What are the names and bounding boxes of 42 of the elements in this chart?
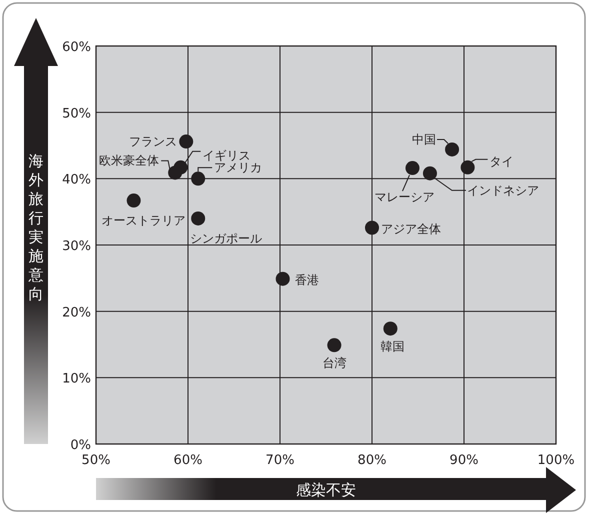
y-tick-label: 60% [62,40,91,55]
annotation: アメリカ [214,160,262,175]
annotation: インドネシア [466,183,539,198]
y-tick-label: 0% [70,438,91,453]
y-tick-label: 20% [62,305,91,320]
annotation: 韓国 [380,340,404,354]
annotation: オーストラリア [102,214,186,228]
y-tick-label: 50% [62,106,91,122]
x-axis-title: 感染不安 [296,481,356,499]
point [383,322,398,336]
x-tick-label: 50% [82,453,110,468]
point [276,272,290,286]
annotation: 台湾 [322,356,346,370]
annotation: イギリス [202,148,251,162]
x-tick-label: 100% [537,453,575,468]
y-axis-title: 海外旅行実施意向 [28,152,44,303]
point [126,194,141,208]
annotation: フランス [129,134,178,149]
annotation: 中国 [412,132,436,146]
x-tick-label: 80% [358,453,386,468]
point [327,338,342,352]
annotation: 欧米豪全体 [99,154,160,168]
point [191,172,206,186]
x-tick-label: 60% [174,453,202,468]
point [460,160,475,174]
point [191,211,206,226]
annotation: タイ [490,154,514,168]
y-tick-label: 10% [62,372,91,387]
annotation: アジア全体 [381,222,441,236]
annotation: マレーシア [374,190,434,204]
x-tick-label: 70% [266,453,294,468]
y-tick-label: 40% [62,172,91,188]
x-tick-label: 90% [450,453,478,468]
point [365,220,379,235]
y-tick-label: 30% [62,239,91,254]
point [179,134,194,149]
point [405,161,420,176]
annotation: シンガポール [190,231,262,246]
point [168,166,182,180]
point [422,166,437,180]
annotation: 香港 [294,272,319,287]
point [445,142,460,156]
